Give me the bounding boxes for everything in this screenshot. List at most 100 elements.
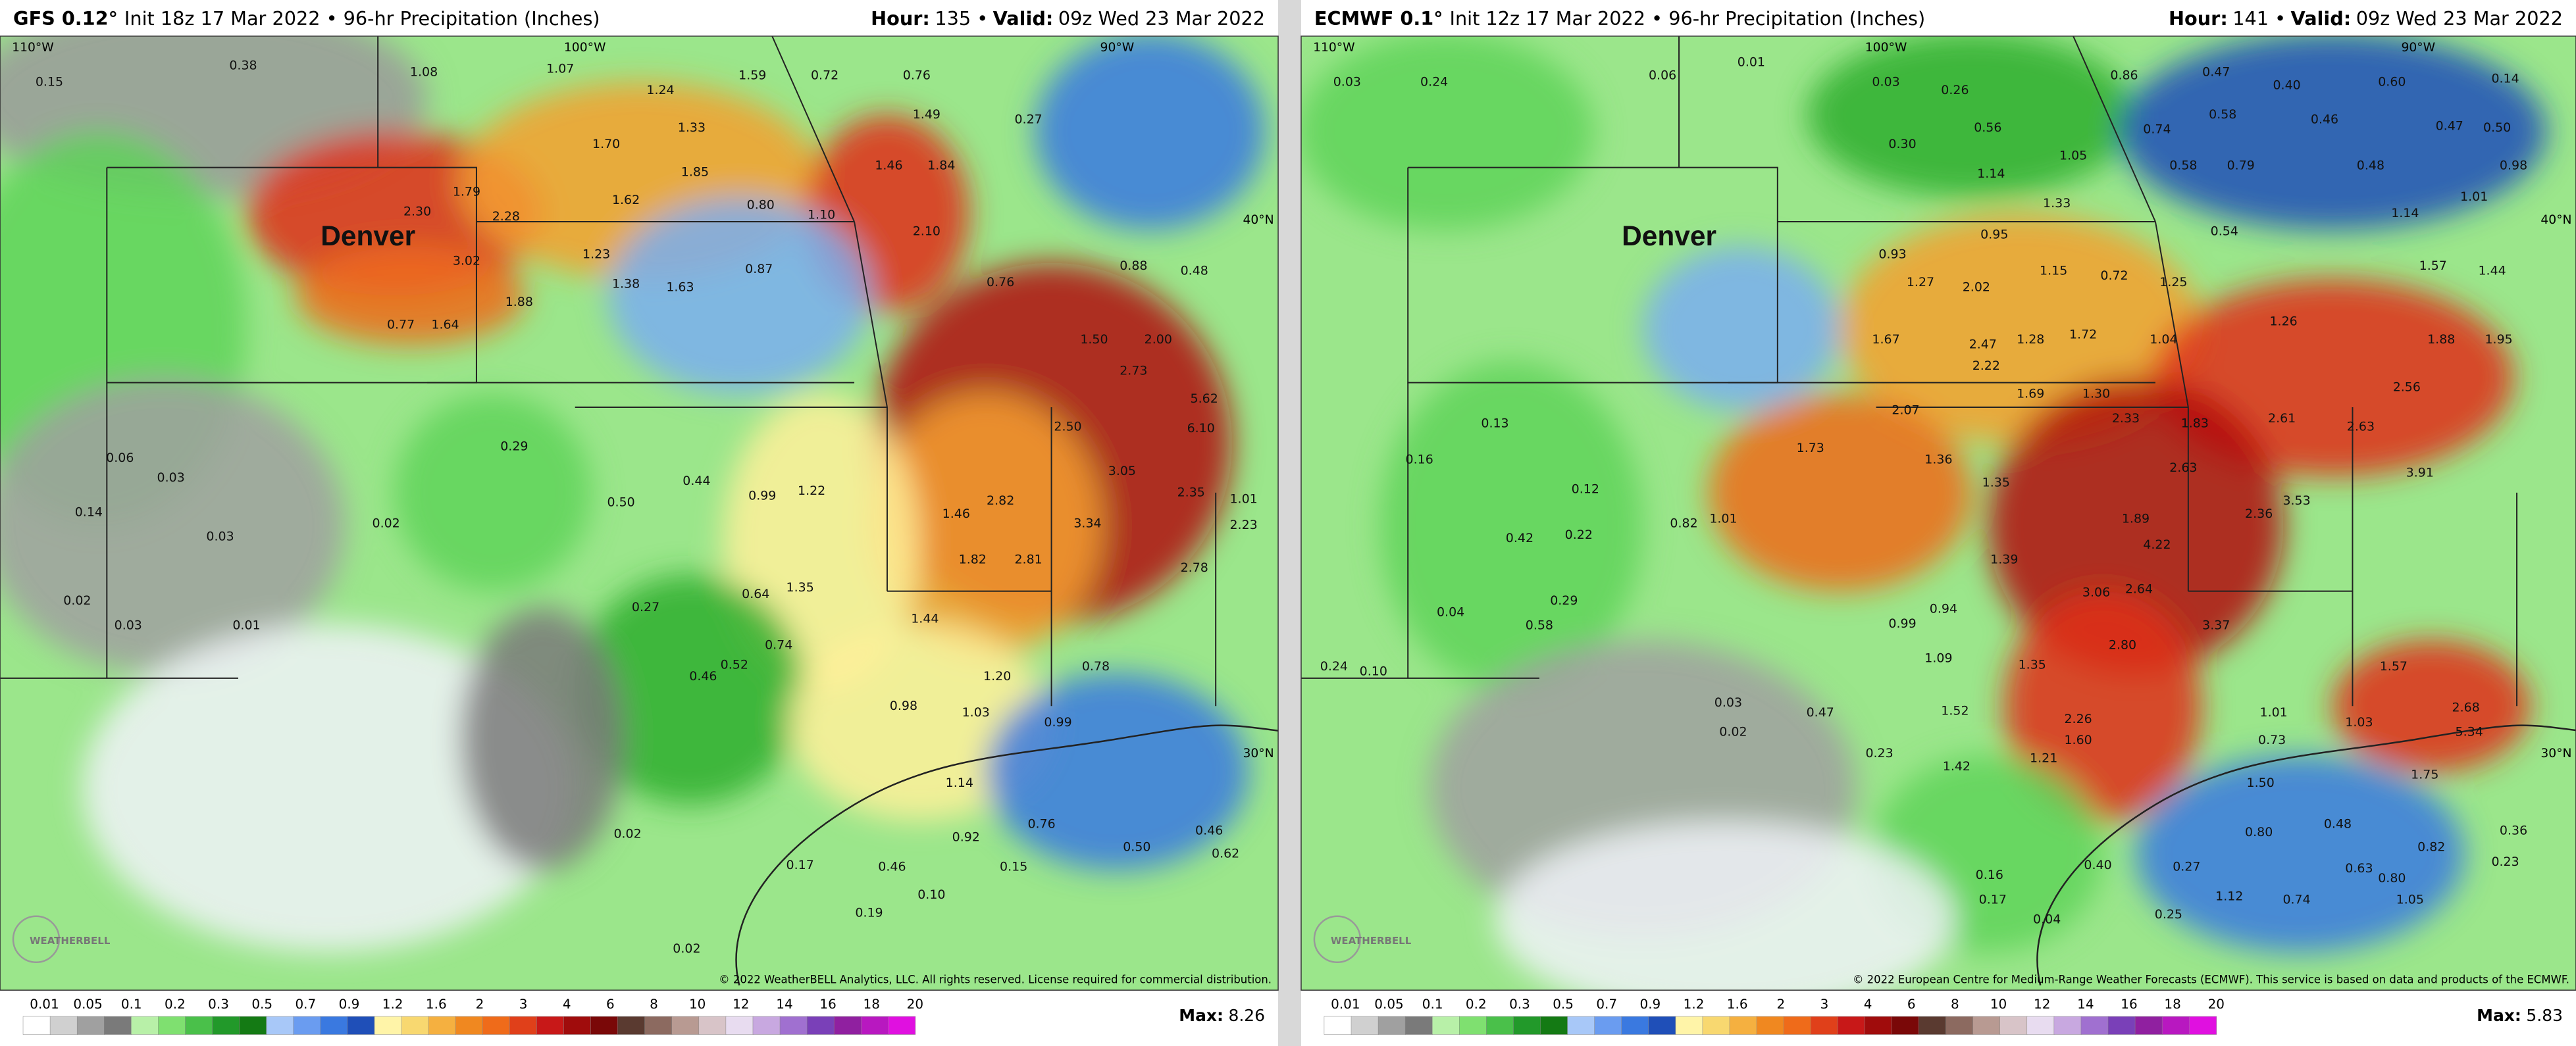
precip-value: 5.34 xyxy=(2456,725,2483,739)
precip-value: 1.70 xyxy=(592,137,620,151)
precip-value: 1.07 xyxy=(546,61,574,76)
precip-value: 0.58 xyxy=(2209,107,2236,122)
precip-field xyxy=(1301,36,2546,991)
colorbar-swatch xyxy=(266,1016,294,1035)
precip-blob xyxy=(1379,361,1643,690)
colorbar-swatch xyxy=(509,1016,538,1035)
precip-value: 0.79 xyxy=(2227,159,2255,173)
precip-value: 3.06 xyxy=(2082,585,2110,600)
precip-value: 1.73 xyxy=(1797,441,1824,455)
colorbar-swatch xyxy=(1675,1016,1703,1035)
precip-value: 2.00 xyxy=(1145,332,1172,347)
lat-label: 30°N xyxy=(1243,747,1274,760)
colorbar-swatch xyxy=(725,1016,754,1035)
colorbar-label: 12 xyxy=(733,996,749,1012)
precip-value: 1.57 xyxy=(2419,259,2447,273)
precip-value: 1.69 xyxy=(2017,387,2044,401)
colorbar-swatch xyxy=(779,1016,808,1035)
precip-value: 0.40 xyxy=(2084,858,2111,872)
logo-mark xyxy=(1313,915,1362,963)
max-number: 8.26 xyxy=(1228,1006,1265,1025)
colorbar-label: 1.2 xyxy=(382,996,403,1012)
precip-value: 0.03 xyxy=(1872,74,1899,89)
logo-mark xyxy=(12,915,61,963)
precip-value: 0.02 xyxy=(673,941,700,956)
precip-value: 0.16 xyxy=(1406,452,1433,466)
precip-blob xyxy=(1708,394,1972,591)
precip-value: 0.15 xyxy=(36,74,63,89)
precip-value: 1.67 xyxy=(1872,332,1899,347)
precip-value: 1.24 xyxy=(646,83,674,97)
precip-value: 4.22 xyxy=(2143,537,2171,552)
precip-value: 2.63 xyxy=(2169,461,2197,475)
precip-value: 0.27 xyxy=(1014,112,1042,127)
colorbar-label: 1.6 xyxy=(426,996,447,1012)
logo-text: WEATHERBELL xyxy=(30,935,111,947)
colorbar-label: 0.2 xyxy=(1466,996,1487,1012)
colorbar-label: 6 xyxy=(606,996,615,1012)
colorbar-swatch xyxy=(239,1016,267,1035)
valid-label: Valid: xyxy=(2291,7,2352,30)
colorbar-swatch xyxy=(1945,1016,1974,1035)
panel: GFS 0.12° Init 18z 17 Mar 2022 • 96-hr Pr… xyxy=(0,7,1279,1035)
precip-value: 0.76 xyxy=(1027,817,1055,832)
precip-value: 0.38 xyxy=(229,58,257,72)
precip-value: 2.28 xyxy=(492,209,520,224)
precip-value: 0.30 xyxy=(1888,137,1916,151)
colorbar-swatch xyxy=(103,1016,132,1035)
precip-value: 1.95 xyxy=(2485,332,2512,347)
precip-value: 0.46 xyxy=(1195,824,1223,838)
precip-value: 1.12 xyxy=(2215,889,2243,903)
precip-blob xyxy=(1807,36,2136,197)
precip-value: 0.23 xyxy=(1865,746,1893,760)
precip-value: 0.02 xyxy=(613,827,641,841)
colorbar-label: 16 xyxy=(2121,996,2137,1012)
precip-value: 3.05 xyxy=(1108,464,1136,478)
colorbar-swatch xyxy=(293,1016,321,1035)
precip-value: 0.76 xyxy=(987,275,1014,289)
colorbar-swatch xyxy=(1567,1016,1595,1035)
precip-value: 0.74 xyxy=(2143,122,2171,137)
colorbar-swatch xyxy=(482,1016,511,1035)
precip-value: 1.14 xyxy=(946,776,973,790)
precip-value: 2.82 xyxy=(987,493,1014,508)
precip-value: 1.25 xyxy=(2159,275,2187,289)
colorbar-swatch xyxy=(1729,1016,1757,1035)
precip-value: 0.29 xyxy=(1550,593,1578,608)
precip-value: 0.62 xyxy=(1212,846,1239,860)
colorbar-swatch xyxy=(1783,1016,1811,1035)
precip-value: 1.64 xyxy=(431,318,459,332)
precip-value: 1.44 xyxy=(2478,263,2506,278)
precip-value: 0.50 xyxy=(1123,839,1150,854)
precip-value: 1.72 xyxy=(2069,328,2097,342)
precip-value: 1.35 xyxy=(2019,657,2046,672)
city-label: Denver xyxy=(321,220,415,251)
precip-value: 0.99 xyxy=(1888,616,1916,631)
precip-value: 0.77 xyxy=(387,318,415,332)
hour: 141 • xyxy=(2232,7,2286,30)
colorbar-label: 10 xyxy=(1990,996,2007,1012)
precip-value: 0.36 xyxy=(2500,824,2527,838)
colorbar-label: 2 xyxy=(1776,996,1785,1012)
colorbar-swatch xyxy=(212,1016,240,1035)
init-text: Init 18z 17 Mar 2022 • 96-hr Precipitati… xyxy=(124,7,600,30)
precip-value: 0.88 xyxy=(1120,259,1147,273)
precip-value: 1.46 xyxy=(875,159,902,173)
precip-value: 0.47 xyxy=(2202,64,2230,79)
precip-value: 1.38 xyxy=(612,276,640,291)
colorbar-swatch xyxy=(49,1016,78,1035)
colorbar-swatch xyxy=(2080,1016,2109,1035)
precip-blob xyxy=(2119,36,2546,230)
precip-value: 0.17 xyxy=(786,858,814,872)
colorbar-swatch xyxy=(2026,1016,2055,1035)
precip-value: 0.25 xyxy=(2155,907,2182,922)
precip-value: 0.03 xyxy=(206,530,234,544)
colorbar-swatch xyxy=(428,1016,456,1035)
precip-blob xyxy=(1988,378,2284,674)
init-text: Init 12z 17 Mar 2022 • 96-hr Precipitati… xyxy=(1450,7,1926,30)
precip-value: 1.33 xyxy=(678,120,706,135)
precip-value: 0.82 xyxy=(2417,839,2445,854)
precip-value: 0.80 xyxy=(2378,871,2406,885)
precip-value: 3.91 xyxy=(2406,465,2434,480)
precip-value: 0.92 xyxy=(952,830,980,844)
